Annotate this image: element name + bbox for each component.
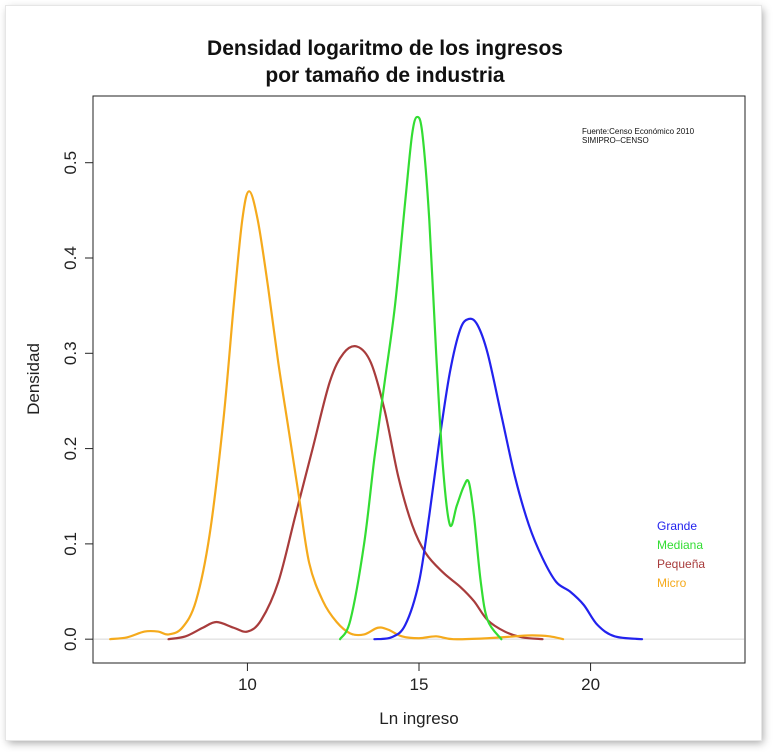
legend-entry-mediana: Mediana [657,538,703,552]
y-tick-label: 0.1 [61,532,80,556]
y-tick-label: 0.2 [61,437,80,461]
y-tick-label: 0.4 [61,246,80,270]
legend: Grande Mediana Pequeña Micro [657,519,705,590]
series-lines [109,115,644,641]
figure-frame: Densidad logaritmo de los ingresos por t… [6,6,761,740]
x-tick-label: 20 [581,675,600,694]
series-line-grande [373,317,644,641]
x-tick-label: 15 [410,675,429,694]
series-line-micro [109,190,565,641]
y-axis-ticks: 0.0 0.1 0.2 0.3 0.4 0.5 [61,151,93,651]
y-tick-label: 0.3 [61,341,80,365]
x-axis-label: Ln ingreso [379,709,458,728]
density-chart: Densidad logaritmo de los ingresos por t… [6,6,761,740]
x-tick-label: 10 [238,675,257,694]
y-tick-label: 0.5 [61,151,80,175]
chart-title-line-2: por tamaño de industria [265,64,505,87]
source-note-line-2: SIMIPRO–CENSO [582,136,649,145]
legend-entry-pequena: Pequeña [657,557,705,571]
y-axis-label: Densidad [24,343,43,415]
chart-title-line-1: Densidad logaritmo de los ingresos [207,37,563,60]
x-axis-ticks: 10 15 20 [238,663,600,694]
series-line-mediana [338,115,503,641]
legend-entry-micro: Micro [657,576,687,590]
y-tick-label: 0.0 [61,627,80,651]
legend-entry-grande: Grande [657,519,697,533]
source-note-line-1: Fuente:Censo Económico 2010 [582,127,695,136]
series-line-pequena [167,345,544,641]
